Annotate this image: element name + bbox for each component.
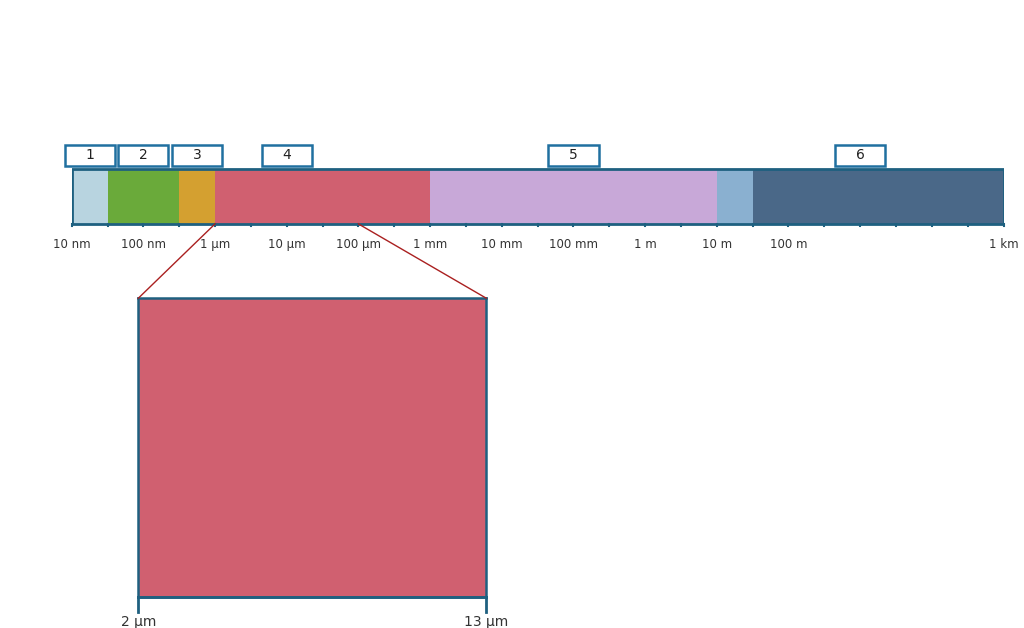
Text: 5: 5 bbox=[569, 148, 578, 162]
FancyBboxPatch shape bbox=[835, 145, 885, 166]
Text: 10 nm: 10 nm bbox=[53, 237, 90, 251]
Text: 10 m: 10 m bbox=[701, 237, 732, 251]
Text: 100 nm: 100 nm bbox=[121, 237, 166, 251]
Text: 2: 2 bbox=[139, 148, 147, 162]
Text: 10 mm: 10 mm bbox=[481, 237, 522, 251]
Text: 1: 1 bbox=[85, 148, 94, 162]
FancyBboxPatch shape bbox=[261, 145, 311, 166]
Bar bbox=[717, 170, 753, 224]
Bar bbox=[753, 170, 1004, 224]
Text: 10 μm: 10 μm bbox=[268, 237, 305, 251]
Text: 100 μm: 100 μm bbox=[336, 237, 381, 251]
Bar bbox=[179, 170, 215, 224]
FancyBboxPatch shape bbox=[549, 145, 598, 166]
Text: 3: 3 bbox=[193, 148, 202, 162]
Text: 4: 4 bbox=[283, 148, 291, 162]
Bar bbox=[72, 170, 1004, 224]
Bar bbox=[430, 170, 717, 224]
Text: 1 km: 1 km bbox=[989, 237, 1018, 251]
Text: 100 mm: 100 mm bbox=[549, 237, 598, 251]
Text: 13 μm: 13 μm bbox=[464, 615, 509, 628]
Text: 1 mm: 1 mm bbox=[413, 237, 447, 251]
Bar bbox=[72, 170, 108, 224]
Text: 100 m: 100 m bbox=[770, 237, 807, 251]
Text: 6: 6 bbox=[856, 148, 864, 162]
Text: 1 m: 1 m bbox=[634, 237, 656, 251]
Text: 1 μm: 1 μm bbox=[200, 237, 230, 251]
Bar bbox=[108, 170, 179, 224]
FancyBboxPatch shape bbox=[172, 145, 222, 166]
FancyBboxPatch shape bbox=[119, 145, 168, 166]
Text: 2 μm: 2 μm bbox=[121, 615, 156, 628]
FancyBboxPatch shape bbox=[65, 145, 115, 166]
Bar bbox=[215, 170, 430, 224]
